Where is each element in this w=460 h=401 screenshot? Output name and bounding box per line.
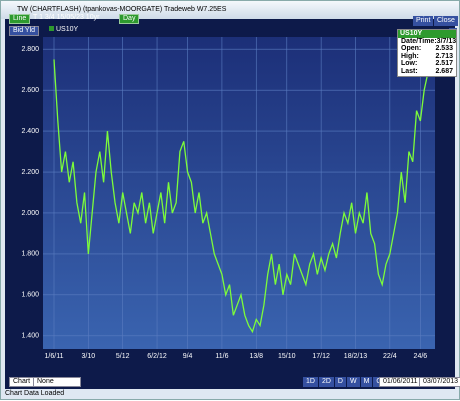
y-tick-label: 2.400 <box>21 128 39 135</box>
plot-area <box>43 37 435 349</box>
range-button[interactable]: M <box>360 377 373 387</box>
range-button[interactable]: 1D <box>303 377 318 387</box>
info-value: 2.533 <box>435 45 453 53</box>
info-label: Date/Time: <box>401 38 437 45</box>
x-tick-label: 22/4 <box>383 353 397 360</box>
y-tick-label: 2.600 <box>21 87 39 94</box>
x-tick-label: 11/6 <box>215 353 228 360</box>
info-row: Open: 2.533 <box>398 45 456 52</box>
period-dropdown[interactable]: Day <box>119 14 140 24</box>
title-bar: TW (CHARTFLASH) (tpankovas-MOORGATE) Tra… <box>1 1 459 19</box>
close-button[interactable]: Close <box>434 16 458 26</box>
info-value: 3/7/13 <box>436 38 457 45</box>
window-title: TW (CHARTFLASH) (tpankovas-MOORGATE) Tra… <box>17 6 227 13</box>
x-tick-label: 18/2/13 <box>344 353 367 360</box>
info-value: 2.713 <box>435 52 453 60</box>
info-label: Open: <box>401 45 422 53</box>
info-label: Last: <box>401 67 418 75</box>
x-tick-label: 15/10 <box>278 353 296 360</box>
range-button[interactable]: D <box>334 377 346 387</box>
instrument: T 1 3/4 15/05/23 10yr <box>33 14 100 21</box>
y-tick-label: 1.600 <box>21 292 39 299</box>
info-box: US10Y Date/Time: 3/7/13 Open: 2.533 High: 2.71… <box>397 29 457 77</box>
field-dropdown[interactable]: Bid Yld <box>9 26 40 36</box>
info-row: High: 2.713 <box>398 53 456 60</box>
overlay-dropdown[interactable]: None <box>33 377 81 387</box>
info-label: Low: <box>401 60 418 68</box>
range-buttons: 1D2DDWMQ <box>303 377 385 387</box>
y-tick-label: 1.400 <box>21 333 39 340</box>
chart-dropdown[interactable]: Chart <box>9 377 35 387</box>
y-tick-label: 2.000 <box>21 210 39 217</box>
info-label: High: <box>401 52 419 60</box>
x-tick-label: 5/12 <box>116 353 130 360</box>
to-date[interactable]: 03/07/2013 <box>419 377 460 387</box>
x-tick-label: 24/6 <box>414 353 428 360</box>
print-button[interactable]: Print <box>413 16 434 26</box>
status: Chart Data Loaded <box>5 390 65 397</box>
info-row: Last: 2.687 <box>398 68 456 75</box>
range-button[interactable]: W <box>346 377 360 387</box>
y-tick-label: 2.800 <box>21 46 39 53</box>
x-tick-label: 1/6/11 <box>45 353 64 360</box>
x-tick-label: 3/10 <box>82 353 96 360</box>
style-dropdown[interactable]: Line <box>9 14 31 24</box>
x-tick-label: 9/4 <box>183 353 193 360</box>
legend-entry: US10Y <box>49 26 78 34</box>
legend-label: US10Y <box>56 26 79 33</box>
info-title: US10Y <box>398 30 456 38</box>
price-line <box>53 59 429 334</box>
range-button[interactable]: 2D <box>318 377 334 387</box>
info-row: Date/Time: 3/7/13 <box>398 38 456 45</box>
y-tick-label: 2.200 <box>21 169 39 176</box>
x-tick-label: 17/12 <box>312 353 330 360</box>
from-date[interactable]: 01/06/2011 <box>379 377 422 387</box>
x-tick-label: 13/8 <box>249 353 263 360</box>
x-tick-label: 6/2/12 <box>147 353 167 360</box>
y-tick-label: 1.800 <box>21 251 39 258</box>
info-row: Low: 2.517 <box>398 60 456 67</box>
info-value: 2.517 <box>435 60 453 68</box>
info-value: 2.687 <box>435 67 453 75</box>
